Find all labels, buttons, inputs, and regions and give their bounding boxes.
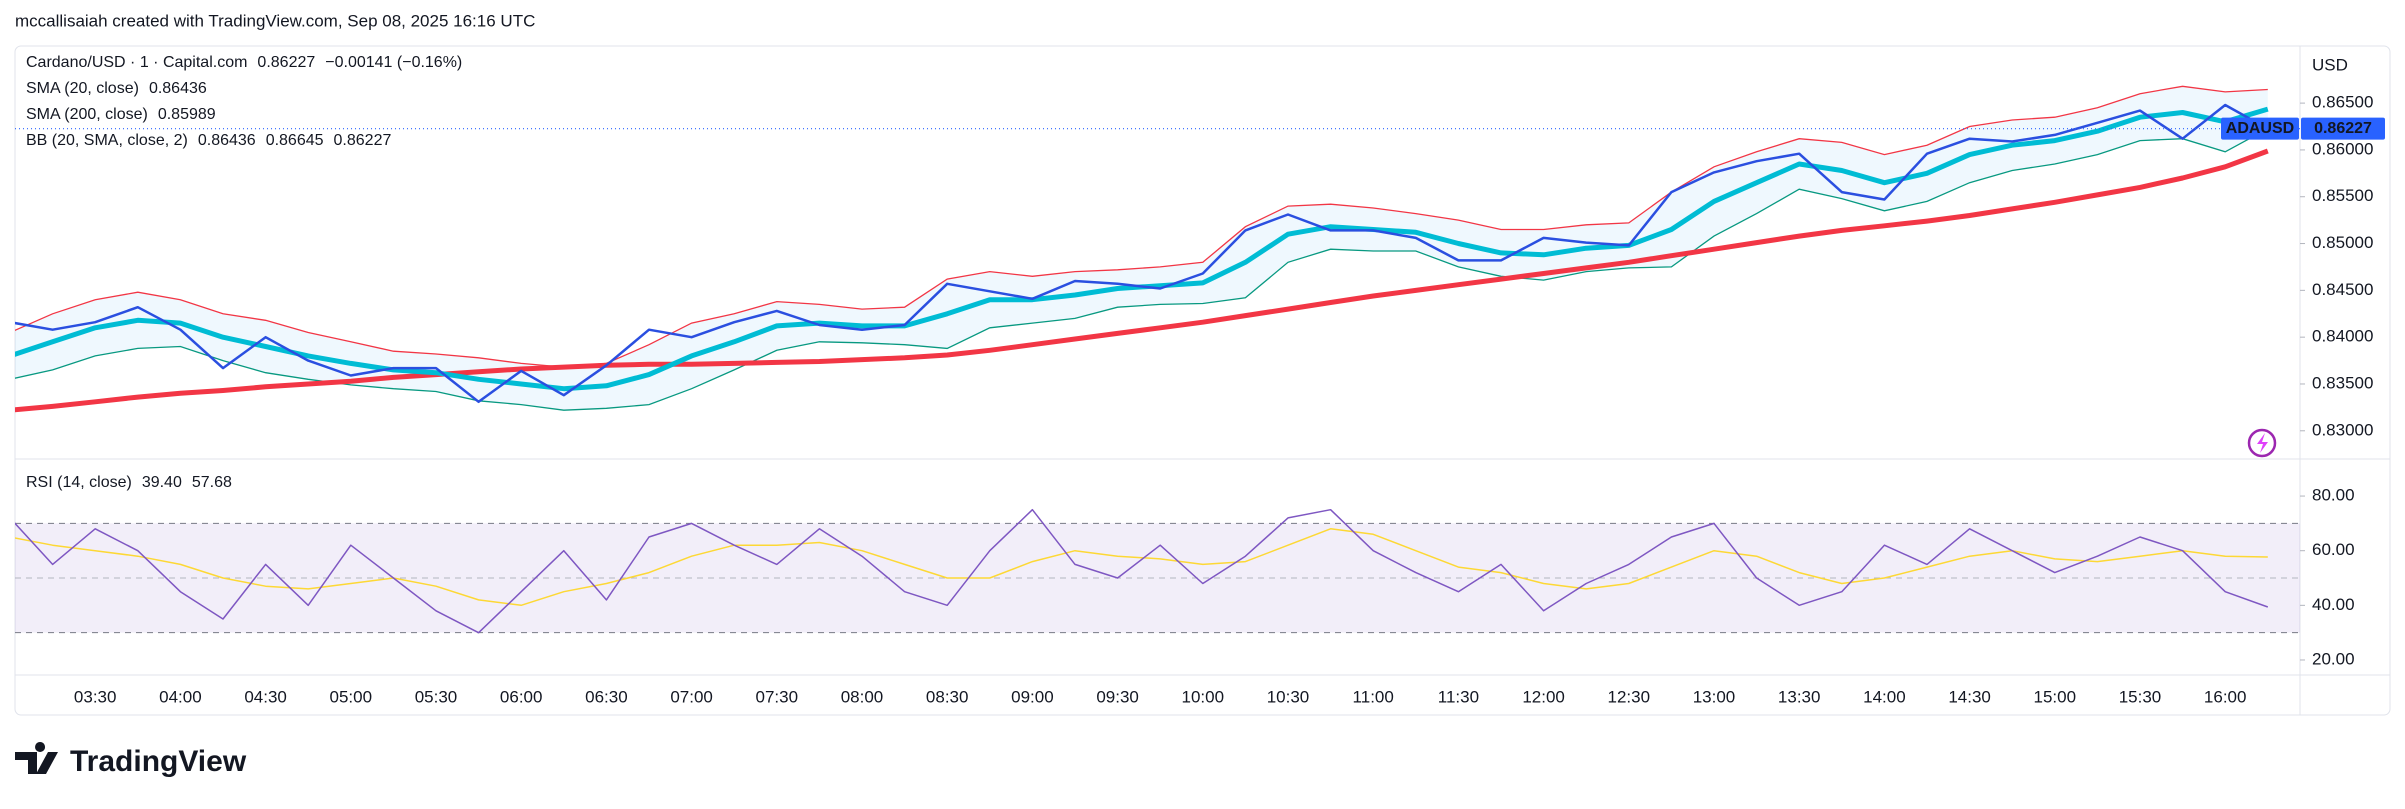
- x-tick-label: 11:00: [1353, 687, 1394, 706]
- legend-value: 0.86645: [266, 132, 324, 149]
- bb-fill: [15, 86, 2268, 411]
- legend-value: −0.00141 (−0.16%): [325, 54, 462, 71]
- legend-value: 0.86436: [149, 80, 207, 97]
- x-tick-label: 10:30: [1267, 687, 1310, 706]
- x-tick-label: 08:30: [926, 687, 969, 706]
- series-line: [15, 103, 2269, 404]
- y-tick-label: 0.83500: [2312, 373, 2373, 392]
- alert-icon: [2247, 428, 2277, 458]
- x-tick-label: 14:30: [1948, 687, 1991, 706]
- x-tick-label: 05:30: [415, 687, 458, 706]
- symbol-tag: [2221, 117, 2299, 140]
- x-tick-label: 03:30: [74, 687, 117, 706]
- legend-name: BB (20, SMA, close, 2): [26, 132, 188, 149]
- legend-value: 39.40: [142, 474, 182, 491]
- x-tick-label: 13:30: [1778, 687, 1821, 706]
- series-line: [15, 528, 2268, 607]
- y-tick-label: 80.00: [2312, 486, 2355, 505]
- legend-name: SMA (20, close): [26, 80, 139, 97]
- plot-area: [15, 508, 2300, 634]
- logo-icon: [15, 742, 58, 774]
- legend-value: 57.68: [192, 474, 232, 491]
- currency-label: USD: [2312, 55, 2348, 74]
- x-tick-label: 09:30: [1096, 687, 1139, 706]
- x-tick-label: 06:30: [585, 687, 628, 706]
- x-tick-label: 13:00: [1693, 687, 1736, 706]
- x-tick-label: 11:30: [1438, 687, 1479, 706]
- logo: TradingView: [15, 742, 247, 778]
- y-tick-label: 0.86000: [2312, 139, 2373, 158]
- x-tick-label: 04:00: [159, 687, 202, 706]
- y-tick-label: 0.85500: [2312, 186, 2373, 205]
- logo-text: TradingView: [70, 745, 247, 778]
- price-tag-text: 0.86227: [2314, 120, 2372, 137]
- legend-name: SMA (200, close): [26, 106, 148, 123]
- plot-area: [15, 85, 2269, 413]
- series-line: [15, 508, 2269, 634]
- header-title: mccallisaiah created with TradingView.co…: [15, 11, 535, 30]
- price-tag: [2301, 117, 2385, 140]
- x-tick-label: 14:00: [1863, 687, 1906, 706]
- y-tick-label: 60.00: [2312, 540, 2355, 559]
- y-tick-label: 0.85000: [2312, 233, 2373, 252]
- x-tick-label: 16:00: [2204, 687, 2247, 706]
- alert-icon-ring: [2247, 428, 2277, 458]
- x-tick-label: 12:30: [1608, 687, 1651, 706]
- bb-upper: [15, 85, 2268, 368]
- x-tick-label: 07:00: [670, 687, 713, 706]
- y-tick-label: 0.83000: [2312, 420, 2373, 439]
- alert-icon-bolt: [2257, 433, 2268, 453]
- y-tick-label: 0.84500: [2312, 280, 2373, 299]
- legend-name: RSI (14, close): [26, 474, 132, 491]
- bb-lower: [15, 128, 2269, 411]
- legend-name: Cardano/USD · 1 · Capital.com: [26, 54, 247, 71]
- x-tick-label: 12:00: [1522, 687, 1565, 706]
- symbol-tag-text: ADAUSD: [2226, 120, 2294, 137]
- x-tick-label: 06:00: [500, 687, 543, 706]
- x-tick-label: 08:00: [841, 687, 884, 706]
- legend-value: 0.85989: [158, 106, 216, 123]
- legend-value: 0.86227: [257, 54, 315, 71]
- chart-frame: [14, 45, 2391, 716]
- legend-value: 0.86436: [198, 132, 256, 149]
- x-tick-label: 15:00: [2034, 687, 2077, 706]
- x-tick-label: 15:30: [2119, 687, 2162, 706]
- legend-value: 0.86227: [334, 132, 392, 149]
- y-tick-label: 20.00: [2312, 649, 2355, 668]
- x-tick-label: 05:00: [330, 687, 373, 706]
- x-tick-label: 04:30: [244, 687, 287, 706]
- series-line: [15, 148, 2269, 413]
- y-tick-label: 0.84000: [2312, 327, 2373, 346]
- x-tick-label: 10:00: [1182, 687, 1225, 706]
- y-tick-label: 0.86500: [2312, 93, 2373, 112]
- x-tick-label: 07:30: [756, 687, 799, 706]
- y-tick-label: 40.00: [2312, 595, 2355, 614]
- x-tick-label: 09:00: [1011, 687, 1054, 706]
